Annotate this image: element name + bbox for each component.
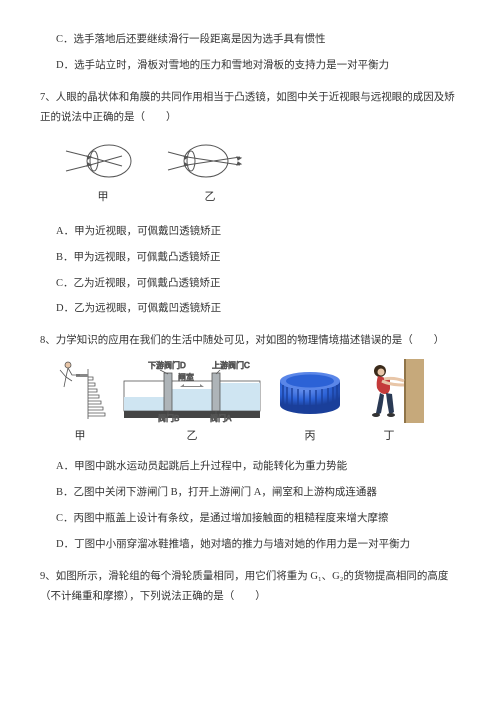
q7-option-d: D．乙为远视眼，可佩戴凹透镜矫正 [56, 299, 460, 319]
q8-fig-a-label: 甲 [75, 426, 86, 447]
down-gate-d-label: 下游阀门D [148, 360, 186, 370]
gate-a-label: 阀门A [210, 413, 232, 423]
q8-option-a: A．甲图中跳水运动员起跳后上升过程中，动能转化为重力势能 [56, 457, 460, 477]
q8-option-c: C．丙图中瓶盖上设计有条纹，是通过增加接触面的粗糙程度来增大摩擦 [56, 509, 460, 529]
q8-fig-b-label: 乙 [187, 426, 198, 447]
bottle-cap-icon [274, 359, 346, 423]
q8-option-d: D．丁图中小丽穿溜冰鞋推墙，她对墙的推力与墙对她的作用力是一对平衡力 [56, 535, 460, 555]
q8-fig-d-label: 丁 [384, 426, 395, 447]
q9-stem: 9、如图所示，滑轮组的每个滑轮质量相同，用它们将重为 G₁、G₂的货物提高相同的… [40, 567, 460, 607]
room-label: 闸室 [178, 372, 194, 382]
up-gate-c-label: 上游阀门C [212, 360, 250, 370]
lock-diagram-icon: 下游阀门D 上游阀门C 闸室 阀门B 阀门A [118, 359, 266, 423]
q7-option-c: C．乙为近视眼，可佩戴凸透镜矫正 [56, 274, 460, 294]
q8-option-b: B．乙图中关闭下游闸门 B，打开上游闸门 A，闸室和上游构成连通器 [56, 483, 460, 503]
eye-diagram-a-icon [64, 138, 142, 184]
q8-stem: 8、力学知识的应用在我们的生活中随处可见，对如图的物理情境描述错误的是（ ） [40, 331, 460, 351]
q8-figure: 甲 下游阀门D 上游阀门C 闸室 阀门B 阀门A [50, 359, 460, 447]
q7-option-a: A．甲为近视眼，可佩戴凹透镜矫正 [56, 222, 460, 242]
q8-fig-a: 甲 [50, 359, 110, 447]
q8-fig-d: 丁 [354, 359, 424, 447]
q8-fig-c-label: 丙 [305, 426, 316, 447]
diver-icon [50, 359, 110, 423]
gate-b-label: 阀门B [158, 413, 179, 423]
q7-figure: 甲 乙 [64, 138, 460, 208]
q7-option-b: B．甲为远视眼，可佩戴凸透镜矫正 [56, 248, 460, 268]
q8-fig-b: 下游阀门D 上游阀门C 闸室 阀门B 阀门A [118, 359, 266, 447]
q8-fig-c: 丙 [274, 359, 346, 447]
q7-fig-a-label: 甲 [98, 187, 109, 208]
push-wall-icon [354, 359, 424, 423]
eye-diagram-b-icon [166, 138, 254, 184]
q7-stem: 7、人眼的晶状体和角膜的共同作用相当于凸透镜，如图中关于近视眼与远视眼的成因及矫… [40, 88, 460, 128]
q7-fig-b-label: 乙 [205, 187, 216, 208]
q7-fig-b: 乙 [166, 138, 254, 208]
q7-fig-a: 甲 [64, 138, 142, 208]
q6-option-c: C．选手落地后还要继续滑行一段距离是因为选手具有惯性 [56, 30, 460, 50]
q6-option-d: D．选手站立时，滑板对雪地的压力和雪地对滑板的支持力是一对平衡力 [56, 56, 460, 76]
